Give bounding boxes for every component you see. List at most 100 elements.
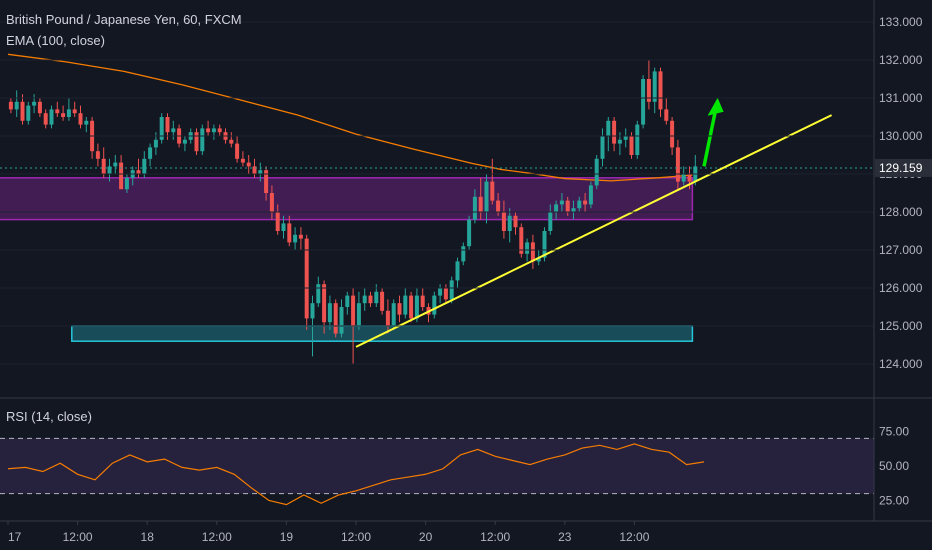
candle-body (49, 109, 54, 125)
candle-body (264, 170, 269, 193)
candle-body (356, 303, 361, 326)
candle-body (235, 143, 240, 159)
price-tick-label: 126.000 (879, 281, 923, 295)
candle-body (519, 227, 524, 254)
last-price-box (875, 158, 932, 177)
time-tick-label: 17 (8, 530, 22, 544)
candle-body (670, 120, 675, 148)
candle-body (681, 174, 686, 182)
candle-body (461, 246, 466, 262)
rsi-band (0, 438, 874, 494)
candle-body (26, 105, 31, 121)
trend-line[interactable] (355, 114, 833, 348)
time-tick-label: 12:00 (341, 530, 371, 544)
candle-body (206, 128, 211, 133)
resistance-zone[interactable] (0, 177, 694, 221)
candle-body (583, 200, 588, 205)
time-tick-label: 19 (280, 530, 294, 544)
candle-body (472, 196, 477, 220)
candle-body (525, 242, 530, 254)
candle-body (652, 71, 657, 102)
candle-body (101, 158, 106, 174)
candle-body (229, 139, 234, 144)
candle-body (617, 139, 622, 144)
candle-body (629, 136, 634, 155)
arrow-shaft[interactable] (702, 109, 718, 167)
candle-body (200, 128, 205, 152)
candle-body (513, 215, 518, 228)
candle-body (438, 288, 443, 296)
candle-body (612, 120, 617, 144)
candle-body (496, 200, 501, 212)
candle-body (107, 166, 112, 174)
candle-body (345, 295, 350, 307)
candle-body (217, 128, 222, 133)
candle-body (403, 295, 408, 315)
candle-body (95, 151, 100, 159)
candle-body (8, 101, 13, 110)
candle-body (310, 303, 315, 319)
candle-body (675, 147, 680, 182)
candle-body (339, 307, 344, 334)
candle-body (84, 120, 89, 125)
candle-body (588, 185, 593, 205)
candle-body (530, 242, 535, 262)
up-arrow-icon[interactable] (707, 97, 724, 116)
candle-body (351, 295, 356, 326)
candle-body (72, 109, 77, 114)
candle-body (594, 158, 599, 186)
candle-body (194, 132, 199, 152)
zones-layer (0, 177, 694, 342)
rsi-tick-label: 75.00 (879, 425, 909, 439)
candle-body (281, 223, 286, 231)
candle-body (606, 120, 611, 136)
price-tick-label: 131.000 (879, 91, 923, 105)
candle-body (484, 181, 489, 212)
candle-body (420, 295, 425, 307)
candle-body (646, 79, 651, 102)
rsi-tick-label: 25.00 (879, 494, 909, 508)
price-tick-label: 124.000 (879, 357, 923, 371)
time-tick-label: 12:00 (202, 530, 232, 544)
candle-body (449, 280, 454, 300)
candle-body (327, 303, 332, 323)
candle-body (664, 109, 669, 121)
rsi-indicator-label: RSI (14, close) (6, 409, 92, 424)
candle-body (409, 295, 414, 319)
price-tick-label: 132.000 (879, 53, 923, 67)
candle-body (455, 261, 460, 281)
candle-body (414, 295, 419, 319)
candles-layer (8, 60, 698, 364)
candle-body (304, 238, 309, 319)
candle-body (171, 128, 176, 133)
candle-body (397, 303, 402, 315)
candle-body (623, 136, 628, 140)
symbol-title: British Pound / Japanese Yen, 60, FXCM (6, 12, 242, 27)
candle-body (14, 101, 19, 110)
candle-body (211, 128, 216, 133)
candle-body (32, 101, 37, 106)
candle-body (559, 200, 564, 205)
candle-body (316, 284, 321, 304)
candle-body (362, 295, 367, 304)
time-tick-label: 12:00 (480, 530, 510, 544)
time-tick-label: 20 (419, 530, 433, 544)
candle-body (275, 212, 280, 231)
candle-body (490, 181, 495, 201)
candle-body (542, 231, 547, 258)
candle-body (687, 174, 692, 182)
candle-body (554, 204, 559, 212)
candle-body (119, 162, 124, 190)
candle-body (148, 147, 153, 159)
candle-body (635, 124, 640, 155)
time-tick-label: 23 (558, 530, 572, 544)
rsi-line (7, 443, 705, 506)
candle-body (641, 79, 646, 125)
candle-body (142, 158, 147, 174)
candle-body (333, 303, 338, 334)
price-tick-label: 127.000 (879, 243, 923, 257)
